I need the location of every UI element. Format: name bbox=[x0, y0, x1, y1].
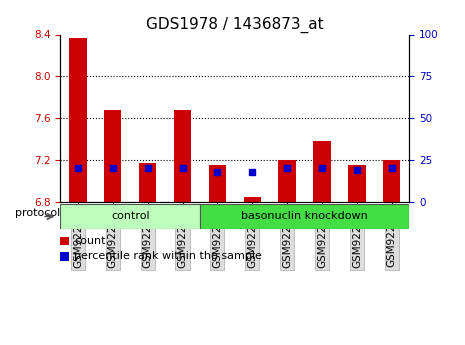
Bar bbox=[174, 110, 191, 202]
Bar bbox=[383, 160, 400, 202]
Bar bbox=[313, 141, 331, 202]
Bar bbox=[60, 252, 69, 261]
Point bbox=[248, 169, 256, 175]
Bar bbox=[69, 38, 86, 202]
Point bbox=[388, 166, 395, 171]
Point bbox=[283, 166, 291, 171]
Point bbox=[318, 166, 325, 171]
FancyBboxPatch shape bbox=[200, 204, 409, 229]
Point bbox=[109, 166, 116, 171]
Point bbox=[74, 166, 82, 171]
FancyBboxPatch shape bbox=[60, 204, 200, 229]
Text: count: count bbox=[74, 236, 106, 246]
Point bbox=[353, 167, 361, 173]
Title: GDS1978 / 1436873_at: GDS1978 / 1436873_at bbox=[146, 17, 324, 33]
Bar bbox=[279, 160, 296, 202]
Bar bbox=[244, 197, 261, 202]
Bar bbox=[60, 237, 69, 245]
Text: basonuclin knockdown: basonuclin knockdown bbox=[241, 211, 368, 221]
Text: control: control bbox=[111, 211, 150, 221]
Text: percentile rank within the sample: percentile rank within the sample bbox=[74, 252, 262, 262]
Bar bbox=[348, 165, 365, 202]
Bar bbox=[104, 110, 121, 202]
Point bbox=[214, 169, 221, 175]
Bar bbox=[209, 165, 226, 202]
Bar bbox=[139, 163, 156, 202]
Text: protocol: protocol bbox=[15, 208, 60, 218]
Point bbox=[179, 166, 186, 171]
Point bbox=[144, 166, 152, 171]
